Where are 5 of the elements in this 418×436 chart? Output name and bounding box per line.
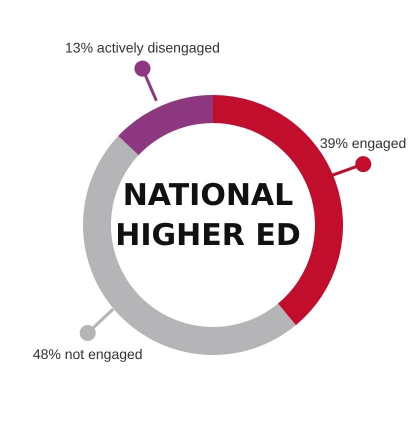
donut-slice [118, 95, 213, 156]
text: NATIONAL HIGHER ED [114, 177, 302, 255]
slice-label: 39% engaged [320, 135, 406, 152]
slice-label: 13% actively disengaged [65, 40, 220, 56]
legend-label: 48% not engaged [32, 346, 143, 362]
